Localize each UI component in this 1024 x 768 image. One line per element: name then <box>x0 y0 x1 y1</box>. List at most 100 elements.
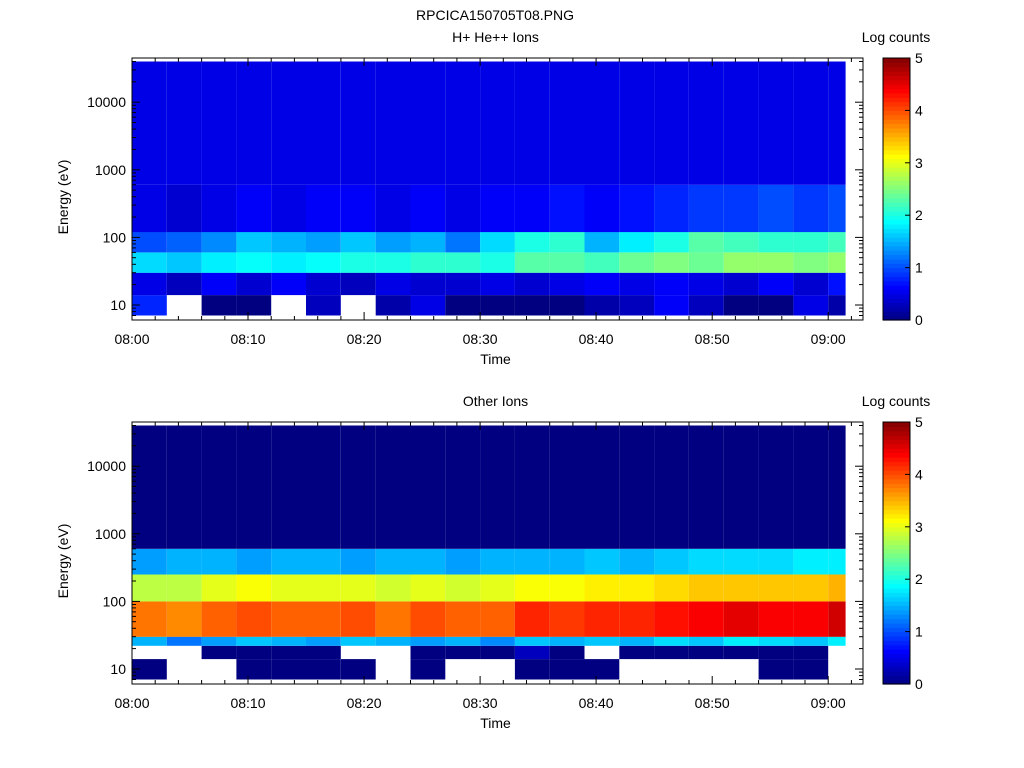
heatmap-cell <box>201 425 237 549</box>
heatmap-cell <box>132 574 167 602</box>
colorbar-swatch <box>883 461 910 467</box>
colorbar-swatch <box>883 470 910 475</box>
heatmap-cell <box>584 272 620 296</box>
colorbar-swatch <box>883 271 910 277</box>
colorbar-swatch <box>883 136 910 142</box>
heatmap-cell <box>132 272 167 296</box>
heatmap-cell <box>549 574 585 602</box>
heatmap-cell <box>166 601 202 637</box>
heatmap-cell <box>619 425 655 549</box>
colorbar-swatch <box>883 531 910 537</box>
heatmap-cell <box>689 601 724 637</box>
heatmap-cell <box>480 574 515 602</box>
colorbar-swatch <box>883 679 910 685</box>
colorbar-swatch <box>883 465 910 471</box>
heatmap-cell <box>758 295 794 316</box>
heatmap-cell <box>793 659 829 680</box>
heatmap-cell <box>306 252 341 273</box>
heatmap-cell <box>445 548 481 575</box>
heatmap-cell <box>514 232 550 253</box>
heatmap-cell <box>480 636 515 646</box>
x-tick-label: 09:00 <box>811 695 846 711</box>
colorbar-swatch <box>883 237 910 242</box>
heatmap-cell <box>793 252 829 273</box>
colorbar-swatch <box>883 315 910 321</box>
colorbar-swatch <box>883 228 910 234</box>
heatmap-cell <box>619 272 655 296</box>
colorbar-swatch <box>883 258 910 264</box>
heatmap-cell <box>201 645 237 660</box>
heatmap-cell <box>445 252 481 273</box>
colorbar-swatch <box>883 627 910 633</box>
heatmap-cell <box>514 272 550 296</box>
heatmap-cell <box>793 548 829 575</box>
heatmap-cell <box>445 636 481 646</box>
colorbar-swatch <box>883 635 910 641</box>
heatmap-cell <box>445 425 481 549</box>
colorbar-swatch <box>883 215 910 221</box>
heatmap-cell <box>584 61 620 185</box>
heatmap-cell <box>758 645 794 660</box>
colorbar-swatch <box>883 430 910 436</box>
heatmap-cell <box>758 184 794 233</box>
x-tick-label: 08:40 <box>579 695 614 711</box>
colorbar-tick-label: 2 <box>915 571 923 587</box>
y-axis-ticks: 10 100 1000 10000 <box>87 61 863 321</box>
y-tick-label: 100 <box>103 593 127 609</box>
spectrogram-cells <box>132 61 846 316</box>
heatmap-cell <box>619 61 655 185</box>
colorbar-swatch <box>883 114 910 120</box>
colorbar-swatch <box>883 302 910 308</box>
heatmap-cell <box>340 548 376 575</box>
colorbar-swatch <box>883 263 910 269</box>
heatmap-cell <box>132 548 167 575</box>
heatmap-cell <box>758 548 794 575</box>
heatmap-cell <box>549 601 585 637</box>
colorbar-swatch <box>883 522 910 528</box>
heatmap-cell <box>410 232 446 253</box>
heatmap-cell <box>689 61 724 185</box>
heatmap-cell <box>445 645 481 660</box>
y-tick-label: 10 <box>110 297 126 313</box>
x-tick-label: 08:30 <box>463 331 498 347</box>
heatmap-cell <box>549 645 585 660</box>
x-axis-label: Time <box>480 351 511 367</box>
heatmap-cell <box>723 295 759 316</box>
heatmap-cell <box>132 636 167 646</box>
colorbar-swatch <box>883 426 910 432</box>
heatmap-cell <box>166 61 202 185</box>
colorbar-swatch <box>883 657 910 663</box>
heatmap-cell <box>132 252 167 273</box>
heatmap-cell <box>410 548 446 575</box>
heatmap-cell <box>828 184 846 233</box>
colorbar-swatch <box>883 553 910 558</box>
heatmap-cell <box>445 295 481 316</box>
heatmap-cell <box>584 232 620 253</box>
x-tick-label: 08:30 <box>463 695 498 711</box>
heatmap-cell <box>375 636 411 646</box>
x-tick-label: 08:40 <box>579 331 614 347</box>
colorbar-swatch <box>883 539 910 545</box>
heatmap-cell <box>132 295 167 316</box>
colorbar-swatch <box>883 285 910 291</box>
heatmap-cell <box>445 61 481 185</box>
heatmap-cell <box>236 61 272 185</box>
heatmap-cell <box>549 272 585 296</box>
colorbar-swatch <box>883 223 910 229</box>
heatmap-cell <box>689 184 724 233</box>
heatmap-cell <box>340 659 376 680</box>
heatmap-cell <box>236 636 272 646</box>
heatmap-cell <box>201 574 237 602</box>
heatmap-cell <box>514 645 550 660</box>
colorbar-swatch <box>883 193 910 199</box>
heatmap-cell <box>549 548 585 575</box>
heatmap-cell <box>654 184 689 233</box>
colorbar-swatch <box>883 518 910 524</box>
heatmap-cell <box>514 252 550 273</box>
x-tick-label: 08:20 <box>347 695 382 711</box>
colorbar-swatch <box>883 149 910 155</box>
heatmap-cell <box>306 295 341 316</box>
colorbar-swatch <box>883 526 910 532</box>
heatmap-cell <box>236 252 272 273</box>
